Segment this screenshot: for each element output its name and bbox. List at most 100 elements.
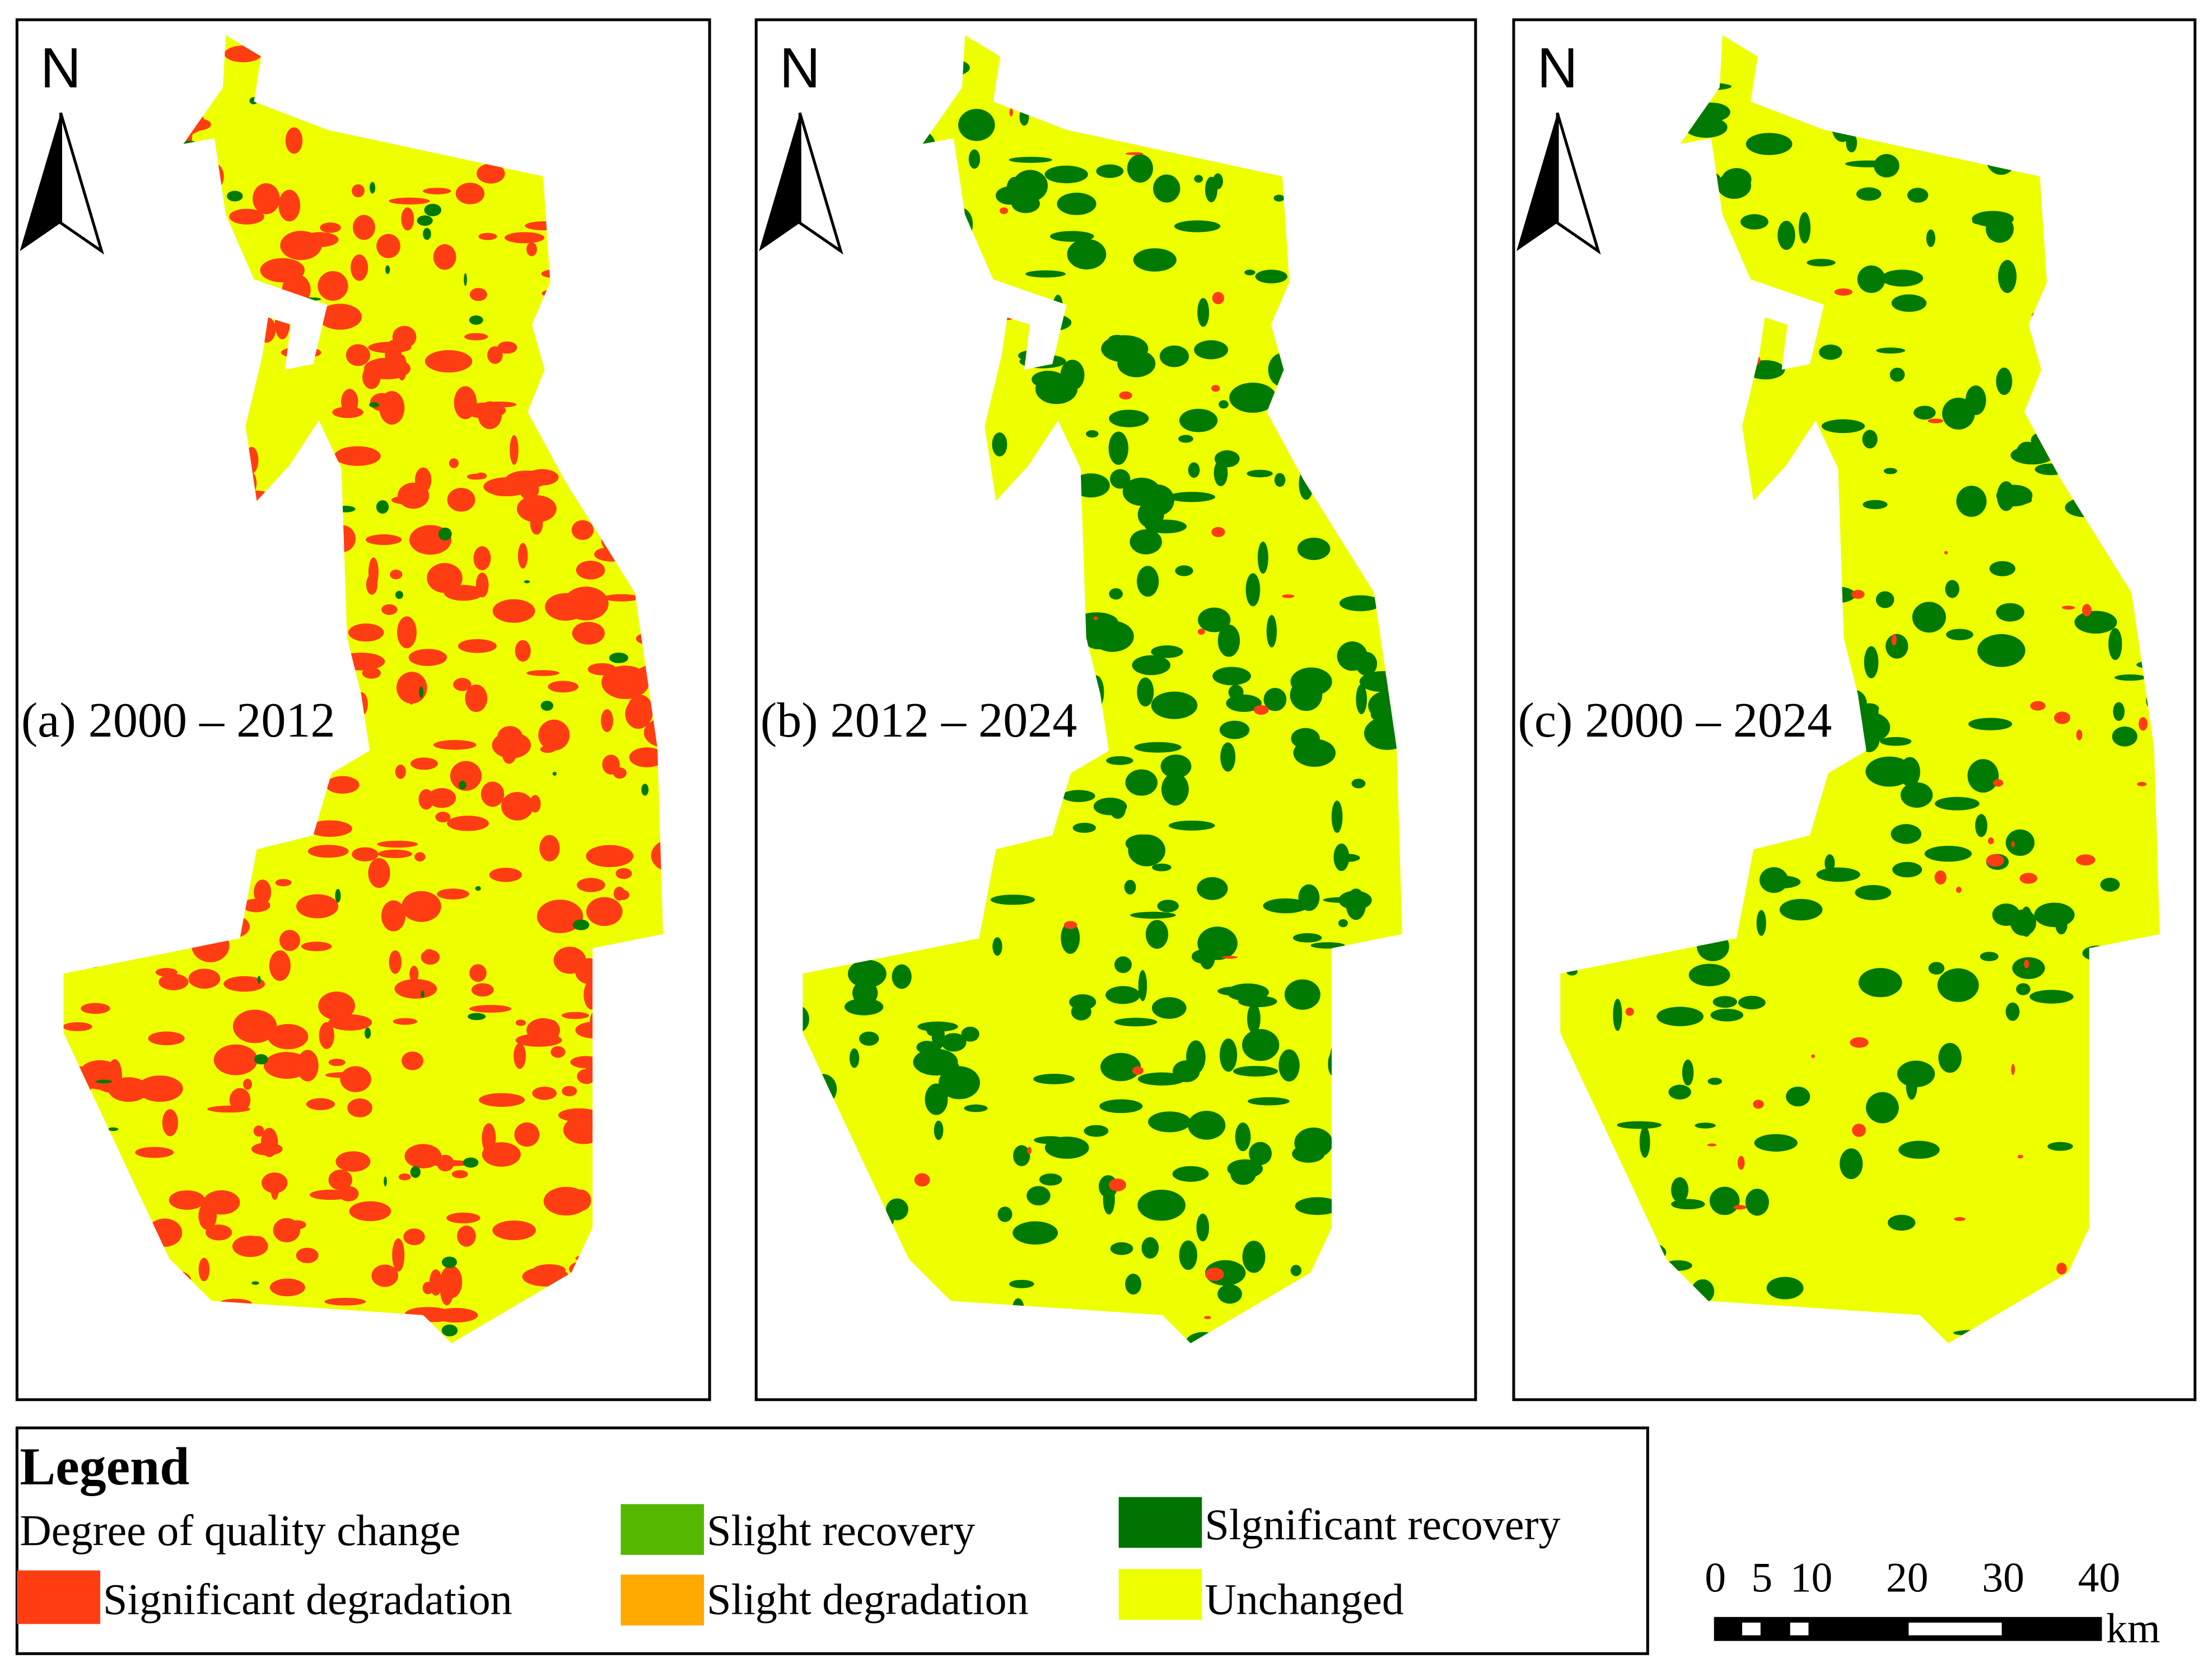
- change-patch: [1709, 1186, 1740, 1215]
- change-patch: [1197, 628, 1205, 635]
- change-patch: [1062, 790, 1095, 802]
- change-patch: [296, 1247, 319, 1264]
- change-patch: [410, 757, 438, 770]
- change-patch: [251, 1281, 259, 1285]
- change-patch: [1157, 900, 1179, 912]
- legend-frame: [15, 1426, 1649, 1655]
- change-patch: [1928, 418, 1943, 423]
- change-patch: [435, 812, 451, 823]
- change-patch: [526, 242, 537, 257]
- change-patch: [1977, 634, 2026, 667]
- change-patch: [1671, 1177, 1689, 1203]
- change-patch: [393, 1018, 418, 1025]
- change-patch: [441, 1256, 458, 1268]
- change-patch: [381, 604, 398, 615]
- change-patch: [561, 1012, 589, 1019]
- change-patch: [376, 234, 400, 258]
- change-patch: [376, 500, 389, 514]
- change-patch: [572, 622, 605, 645]
- change-patch: [1233, 1065, 1278, 1077]
- change-patch: [892, 964, 912, 989]
- change-patch: [1282, 594, 1295, 598]
- change-patch: [1737, 1156, 1745, 1170]
- change-patch: [1928, 962, 1945, 975]
- change-patch: [418, 789, 434, 810]
- change-patch: [1071, 1003, 1091, 1021]
- change-patch: [1084, 1125, 1109, 1137]
- change-patch: [1000, 207, 1009, 215]
- change-patch: [1203, 1316, 1211, 1319]
- change-patch: [457, 1225, 476, 1247]
- change-patch: [2005, 1002, 2020, 1021]
- change-patch: [469, 288, 487, 301]
- change-patch: [925, 1083, 948, 1115]
- change-patch: [253, 1125, 264, 1137]
- change-patch: [268, 1024, 309, 1050]
- change-patch: [1310, 942, 1345, 949]
- legend-swatch-slight-degradation: [620, 1575, 704, 1626]
- change-patch: [539, 835, 560, 861]
- change-patch: [319, 1022, 334, 1049]
- change-patch: [1914, 406, 1936, 420]
- change-patch: [275, 879, 292, 887]
- change-patch: [334, 446, 381, 466]
- change-patch: [458, 639, 497, 653]
- change-patch: [1824, 854, 1835, 872]
- change-patch: [440, 1272, 454, 1306]
- change-patch: [1924, 845, 1972, 862]
- change-patch: [571, 520, 594, 541]
- change-patch: [469, 315, 483, 325]
- change-patch: [385, 339, 402, 369]
- change-patch: [1067, 239, 1107, 270]
- change-patch: [1212, 292, 1224, 305]
- change-patch: [848, 960, 886, 988]
- change-patch: [1194, 340, 1229, 360]
- change-patch: [934, 1120, 944, 1140]
- change-patch: [505, 232, 545, 244]
- north-label: N: [1537, 37, 1578, 100]
- change-patch: [543, 1186, 589, 1216]
- change-patch: [395, 765, 406, 779]
- change-patch: [525, 469, 559, 486]
- change-patch: [1881, 269, 1924, 287]
- change-patch: [1108, 1178, 1127, 1191]
- change-patch: [254, 1054, 268, 1065]
- change-patch: [158, 974, 189, 990]
- change-patch: [968, 149, 981, 169]
- scale-tick-20: 20: [1886, 1554, 1929, 1601]
- change-patch: [1235, 1122, 1251, 1152]
- change-patch: [1886, 634, 1908, 659]
- change-patch: [914, 1173, 930, 1187]
- change-patch: [335, 1151, 371, 1172]
- change-patch: [1336, 854, 1360, 862]
- change-patch: [850, 1048, 860, 1068]
- change-patch: [1740, 214, 1768, 230]
- change-patch: [1356, 684, 1368, 714]
- change-patch: [2011, 1064, 2015, 1075]
- change-patch: [1863, 500, 1888, 510]
- change-patch: [517, 543, 528, 569]
- change-patch: [2019, 873, 2038, 884]
- change-patch: [169, 1190, 205, 1210]
- change-patch: [1229, 383, 1277, 413]
- panel-c: N (c) 2000 – 2024: [1512, 18, 2197, 1401]
- change-patch: [108, 1127, 119, 1131]
- change-patch: [1993, 779, 2004, 787]
- change-patch: [253, 183, 280, 215]
- change-patch: [394, 979, 437, 999]
- north-arrow-icon: [759, 112, 843, 255]
- change-patch: [2024, 960, 2029, 968]
- change-patch: [478, 232, 497, 240]
- north-label: N: [780, 37, 820, 100]
- change-patch: [1137, 1189, 1186, 1221]
- change-patch: [296, 894, 339, 919]
- change-patch: [1926, 229, 1935, 248]
- change-patch: [1846, 133, 1858, 153]
- change-patch: [489, 868, 522, 882]
- change-patch: [2112, 726, 2138, 747]
- change-patch: [346, 344, 370, 366]
- change-patch: [297, 1050, 319, 1082]
- change-patch: [1009, 1279, 1034, 1288]
- change-patch: [1807, 259, 1836, 267]
- change-patch: [1217, 1284, 1242, 1304]
